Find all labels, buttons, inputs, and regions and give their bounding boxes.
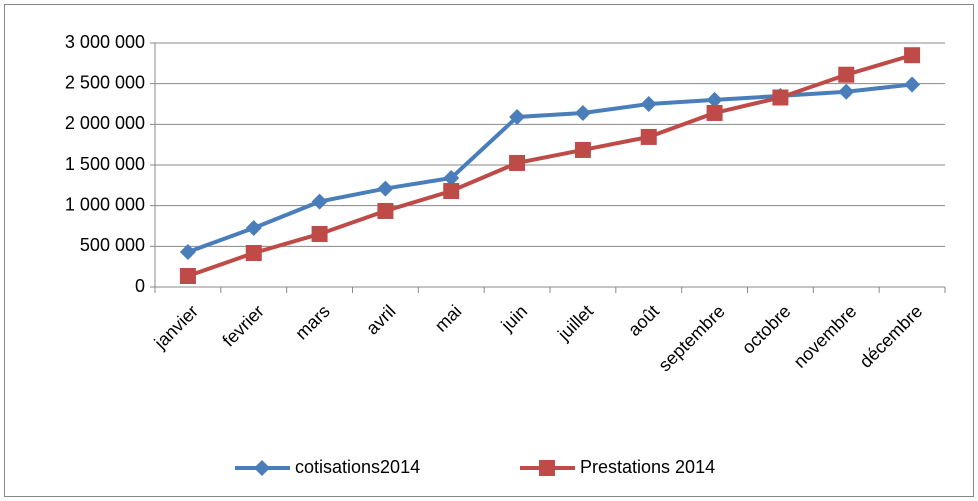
legend-label: cotisations2014 <box>295 457 420 477</box>
legend-label: Prestations 2014 <box>580 457 715 477</box>
marker <box>574 141 591 158</box>
marker <box>443 183 460 200</box>
marker <box>904 76 921 93</box>
marker <box>311 225 328 242</box>
y-tick-label: 2 500 000 <box>65 72 145 92</box>
y-tick-label: 3 000 000 <box>65 32 145 52</box>
legend-marker <box>539 460 555 476</box>
marker <box>574 104 591 121</box>
y-tick-label: 1 000 000 <box>65 194 145 214</box>
y-tick-label: 500 000 <box>80 235 145 255</box>
marker <box>179 244 196 261</box>
marker <box>904 47 921 64</box>
y-tick-label: 0 <box>135 276 145 296</box>
series-line <box>187 53 913 278</box>
marker <box>706 91 723 108</box>
marker <box>772 89 789 106</box>
marker <box>179 268 196 285</box>
marker <box>706 104 723 121</box>
y-tick-label: 2 000 000 <box>65 113 145 133</box>
marker <box>245 220 262 237</box>
chart-border <box>4 4 974 497</box>
marker <box>509 154 526 171</box>
marker <box>311 193 328 210</box>
marker <box>245 245 262 262</box>
marker <box>838 66 855 83</box>
marker <box>640 128 657 145</box>
marker <box>838 83 855 100</box>
marker <box>509 109 526 126</box>
marker <box>377 202 394 219</box>
marker <box>640 96 657 112</box>
y-tick-label: 1 500 000 <box>65 154 145 174</box>
marker <box>377 180 394 197</box>
legend-marker <box>254 460 270 476</box>
marker <box>443 170 460 187</box>
